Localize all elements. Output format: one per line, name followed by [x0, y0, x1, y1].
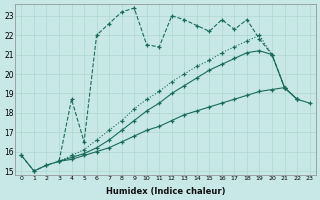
- X-axis label: Humidex (Indice chaleur): Humidex (Indice chaleur): [106, 187, 225, 196]
